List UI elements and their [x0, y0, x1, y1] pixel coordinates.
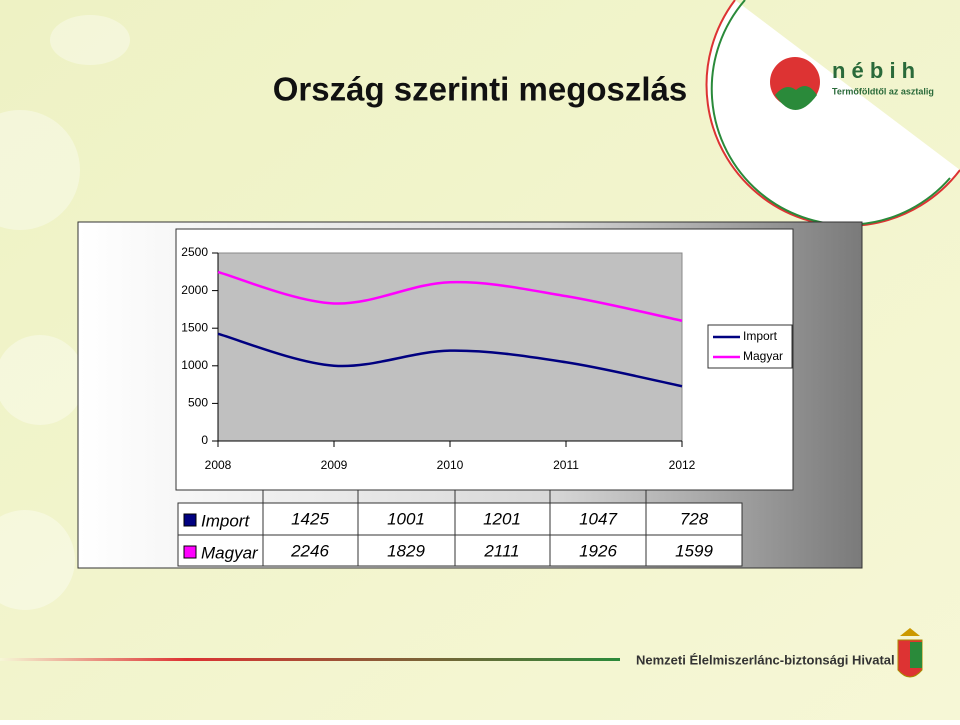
legend-label: Import: [743, 329, 778, 343]
x-tick-label: 2008: [205, 458, 232, 472]
series-line: [217, 270, 683, 322]
x-tick-label: 2009: [321, 458, 348, 472]
footer-rule: [0, 658, 620, 661]
coat-of-arms: [897, 628, 923, 678]
x-tick-label: 2010: [437, 458, 464, 472]
slide-title: Ország szerinti megoszlás: [273, 71, 687, 108]
footer-text: Nemzeti Élelmiszerlánc-biztonsági Hivata…: [636, 652, 895, 667]
y-tick-label: 0: [201, 433, 208, 447]
table-cell: 1201: [483, 509, 521, 528]
y-tick-label: 500: [188, 396, 208, 410]
y-tick-label: 2000: [181, 283, 208, 297]
table-row-label: Magyar: [201, 543, 259, 562]
table-cell: 1829: [387, 541, 425, 560]
y-tick-label: 2500: [181, 245, 208, 259]
x-tick-label: 2011: [553, 458, 579, 472]
table-cell: 1001: [387, 509, 425, 528]
table-cell: 1599: [675, 541, 713, 560]
decoration: [0, 15, 130, 610]
logo-tagline: Termőföldtől az asztalig: [832, 86, 934, 96]
table-cell: 2246: [290, 541, 329, 560]
table-row-label: Import: [201, 511, 250, 530]
legend-label: Magyar: [743, 349, 783, 363]
plot-area: [217, 252, 683, 442]
table-cell: 728: [680, 509, 709, 528]
logo-name: n é b i h: [832, 58, 915, 83]
table-swatch: [183, 545, 197, 559]
table-cell: 1926: [579, 541, 617, 560]
y-tick-label: 1000: [181, 358, 208, 372]
table-cell: 2111: [483, 541, 519, 560]
logo: n é b i h Termőföldtől az asztalig: [705, 0, 960, 227]
x-tick-label: 2012: [669, 458, 696, 472]
legend: [707, 324, 793, 369]
table-cell: 1047: [579, 509, 617, 528]
table-swatch: [183, 513, 197, 527]
table-cell: 1425: [291, 509, 329, 528]
y-tick-label: 1500: [181, 320, 208, 334]
series-line: [217, 332, 683, 388]
